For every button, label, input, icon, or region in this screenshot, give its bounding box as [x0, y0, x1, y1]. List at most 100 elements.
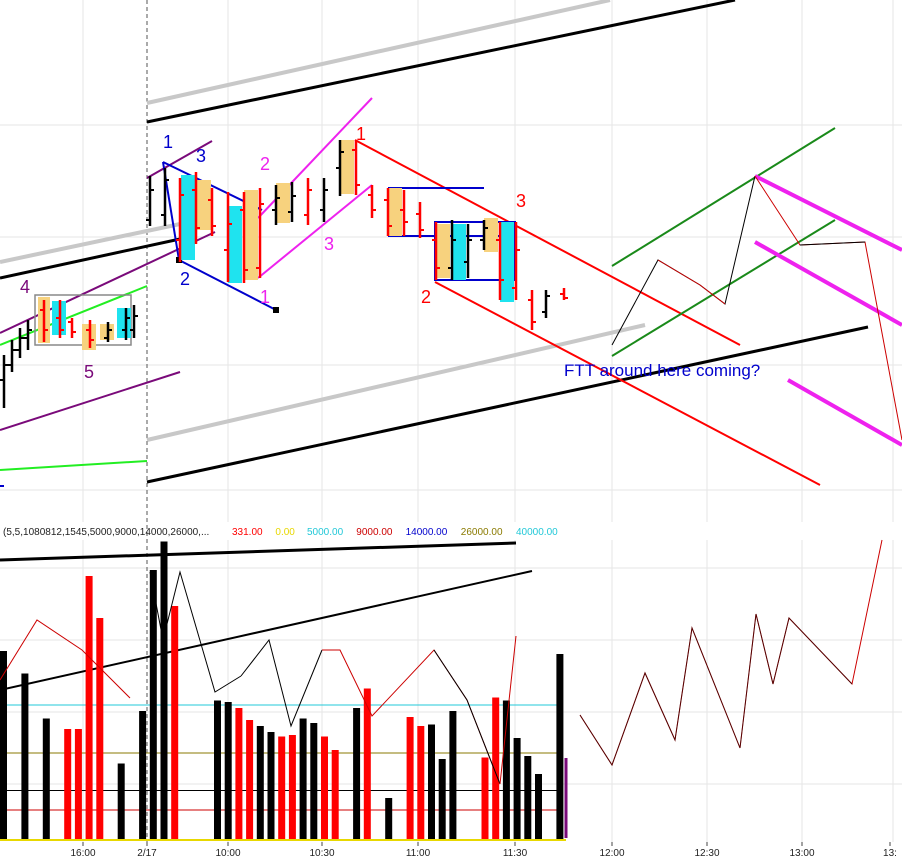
green-channel-upper: [611, 127, 836, 267]
volume-bar: [85, 576, 93, 840]
trend-channels: [0, 0, 869, 487]
profile-block: [388, 188, 402, 236]
volume-bar: [363, 688, 371, 840]
indicator-value: 9000.00: [356, 527, 393, 538]
x-tick-label: 13:: [883, 848, 897, 859]
volume-bar: [149, 570, 157, 840]
profile-block: [197, 180, 211, 230]
volume-zigzag: [0, 539, 883, 785]
volume-bar: [438, 759, 446, 840]
zigzag-6: [499, 635, 517, 785]
lime-line-upper: [0, 285, 148, 346]
gray-channel-bottom: [146, 323, 646, 442]
volume-bar: [64, 729, 72, 840]
volume-bar: [256, 726, 264, 840]
wave-label: 3: [324, 234, 334, 254]
volume-bar: [481, 757, 489, 840]
volume-bar: [492, 697, 500, 840]
x-tick-label: 10:30: [309, 848, 334, 859]
wave-label: 4: [20, 277, 30, 297]
pivot-marker-right: [273, 307, 279, 313]
volume-bars: [0, 541, 564, 840]
volume-bar: [299, 718, 307, 840]
volume-bar: [278, 736, 286, 840]
wave-label: 1: [260, 287, 270, 307]
volume-bar: [502, 700, 510, 840]
purple-line-top: [146, 140, 213, 179]
volume-bar: [288, 735, 296, 840]
purple-line-lower: [0, 371, 181, 431]
black-channel-top: [146, 0, 736, 124]
profile-block: [484, 218, 498, 252]
volume-bar: [321, 736, 328, 840]
volume-bar: [417, 726, 425, 840]
profile-block: [181, 175, 195, 260]
x-tick-label: 10:00: [215, 848, 240, 859]
volume-bar: [535, 774, 542, 840]
indicator-params: (5,5,1080812,1545,5000,9000,14000,26000,…: [3, 527, 209, 538]
x-tick-label: 13:00: [789, 848, 814, 859]
wave-label: 1: [356, 124, 366, 144]
indicator-value: 40000.00: [516, 527, 558, 538]
projection-path: [611, 175, 902, 441]
price-bars: [0, 140, 568, 408]
indicator-value: 14000.00: [406, 527, 448, 538]
magenta-right-bottom: [787, 378, 902, 447]
volume-bar: [428, 724, 435, 840]
annotation-text: FTT around here coming?: [564, 361, 760, 380]
gray-channel-top: [146, 0, 611, 105]
volume-bar: [42, 718, 50, 840]
volume-bar: [224, 702, 232, 840]
volume-trend-top: [0, 541, 517, 562]
wave-label: 3: [196, 146, 206, 166]
wave-label: 3: [516, 191, 526, 211]
projection-black: [611, 175, 756, 346]
volume-bar: [235, 708, 243, 840]
zigzag-projection-black: [579, 613, 853, 767]
indicator-value: 331.00: [232, 527, 263, 538]
volume-bar: [171, 606, 179, 840]
zigzag-2: [149, 570, 242, 693]
projection-red-b: [754, 175, 902, 441]
volume-bar: [214, 700, 221, 840]
profile-block: [452, 224, 466, 280]
lime-line-lower: [0, 460, 148, 471]
wave-label: 2: [180, 269, 190, 289]
indicator-value: 0.00: [275, 527, 295, 538]
gray-channel-left: [0, 222, 181, 264]
zigzag-projection-red: [579, 539, 883, 767]
zigzag-3: [240, 638, 323, 728]
profile-block: [244, 190, 258, 280]
x-tick-label: 12:00: [599, 848, 624, 859]
black-channel-bottom: [146, 325, 869, 484]
magenta-channel-lower: [257, 184, 373, 279]
volume-bar: [353, 708, 361, 840]
wave-label: 2: [260, 154, 270, 174]
blue-channel-lower: [178, 259, 277, 311]
volume-bar: [139, 711, 147, 840]
volume-bar: [556, 654, 564, 840]
green-channel-lower: [611, 219, 836, 357]
volume-bar: [331, 750, 339, 840]
x-axis: 16:00 2/17 10:00 10:30 11:00 11:30 12:00 12:30 1…: [70, 842, 897, 859]
red-channel-lower: [434, 281, 821, 486]
profile-block: [500, 222, 514, 302]
projection-red-a: [657, 259, 726, 305]
magenta-right-top: [754, 174, 902, 252]
volume-bar: [117, 763, 125, 840]
volume-bar: [310, 723, 318, 840]
profile-block: [117, 308, 131, 338]
zigzag-1: [0, 619, 131, 699]
volume-bar: [524, 756, 532, 840]
red-wave-channel: [354, 139, 821, 486]
volume-bar: [267, 732, 275, 840]
panel-divider: [0, 522, 902, 540]
x-tick-label: 12:30: [694, 848, 719, 859]
wave-label: 1: [163, 132, 173, 152]
volume-bar: [449, 711, 457, 840]
indicator-values: 331.00 0.00 5000.00 9000.00 14000.00 26000.00…: [232, 527, 558, 538]
zigzag-5: [433, 649, 501, 785]
x-tick-label: 2/17: [137, 848, 157, 859]
